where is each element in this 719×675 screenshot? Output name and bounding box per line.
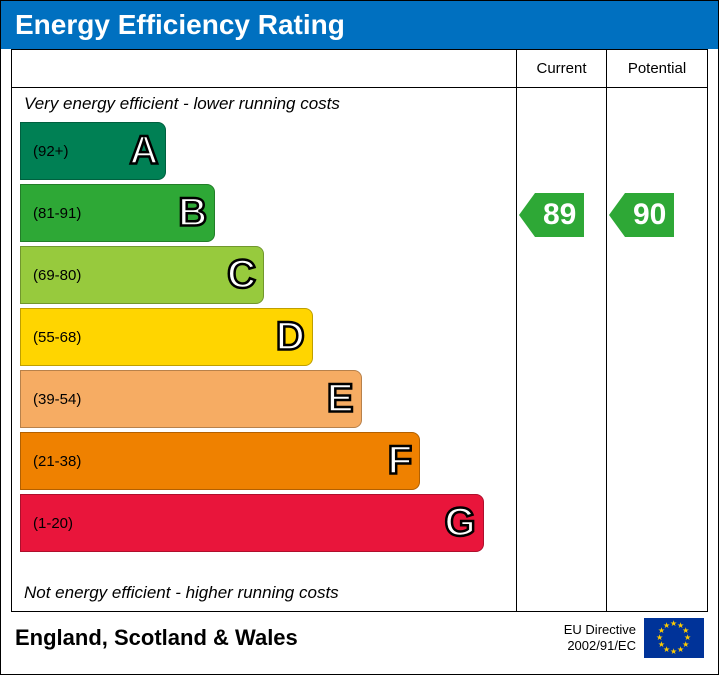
- current-rating-pointer: 89: [519, 193, 584, 237]
- eu-star-icon: ★: [663, 621, 670, 630]
- caption-bottom: Not energy efficient - higher running co…: [24, 583, 339, 603]
- band-row-c: (69-80) C: [20, 246, 508, 304]
- title-text: Energy Efficiency Rating: [15, 9, 345, 40]
- band-range-d: (55-68): [21, 329, 81, 346]
- band-e: (39-54) E: [20, 370, 362, 428]
- footer: England, Scotland & Wales EU Directive 2…: [1, 612, 718, 658]
- current-rating-value: 89: [535, 193, 584, 237]
- bands-area: Very energy efficient - lower running co…: [12, 88, 516, 611]
- band-d: (55-68) D: [20, 308, 313, 366]
- potential-pointer-arrow-icon: [609, 193, 625, 237]
- band-range-a: (92+): [21, 143, 68, 160]
- current-header: Current: [517, 50, 606, 88]
- title-bar: Energy Efficiency Rating: [1, 1, 718, 49]
- band-f: (21-38) F: [20, 432, 420, 490]
- eu-star-icon: ★: [677, 645, 684, 654]
- current-column: Current 89: [517, 50, 607, 611]
- band-row-a: (92+) A: [20, 122, 508, 180]
- potential-header: Potential: [607, 50, 707, 88]
- bands-column: Very energy efficient - lower running co…: [12, 50, 517, 611]
- chart-grid: Very energy efficient - lower running co…: [11, 49, 708, 612]
- caption-top: Very energy efficient - lower running co…: [24, 94, 508, 114]
- band-range-f: (21-38): [21, 453, 81, 470]
- eu-line2: 2002/91/EC: [567, 638, 636, 653]
- band-row-d: (55-68) D: [20, 308, 508, 366]
- potential-column: Potential 90: [607, 50, 707, 611]
- epc-chart-container: Energy Efficiency Rating Very energy eff…: [0, 0, 719, 675]
- band-grade-f: F: [388, 439, 413, 484]
- band-range-e: (39-54): [21, 391, 81, 408]
- band-grade-c: C: [227, 253, 257, 298]
- band-row-f: (21-38) F: [20, 432, 508, 490]
- band-range-c: (69-80): [21, 267, 81, 284]
- band-g: (1-20) G: [20, 494, 484, 552]
- band-grade-b: B: [178, 191, 208, 236]
- band-a: (92+) A: [20, 122, 166, 180]
- band-grade-e: E: [327, 377, 355, 422]
- current-pointer-arrow-icon: [519, 193, 535, 237]
- band-c: (69-80) C: [20, 246, 264, 304]
- band-row-g: (1-20) G: [20, 494, 508, 552]
- band-b: (81-91) B: [20, 184, 215, 242]
- band-range-b: (81-91): [21, 205, 81, 222]
- potential-rating-pointer: 90: [609, 193, 674, 237]
- eu-star-icon: ★: [670, 647, 677, 656]
- region-text: England, Scotland & Wales: [15, 625, 298, 651]
- band-range-g: (1-20): [21, 515, 73, 532]
- band-grade-g: G: [444, 501, 476, 546]
- eu-block: EU Directive 2002/91/EC ★★★★★★★★★★★★: [564, 618, 704, 658]
- eu-directive-text: EU Directive 2002/91/EC: [564, 622, 636, 653]
- band-row-b: (81-91) B: [20, 184, 508, 242]
- band-grade-d: D: [276, 315, 306, 360]
- potential-rating-value: 90: [625, 193, 674, 237]
- bands-header-blank: [12, 50, 516, 88]
- eu-line1: EU Directive: [564, 622, 636, 637]
- band-row-e: (39-54) E: [20, 370, 508, 428]
- eu-flag-icon: ★★★★★★★★★★★★: [644, 618, 704, 658]
- band-grade-a: A: [130, 129, 160, 174]
